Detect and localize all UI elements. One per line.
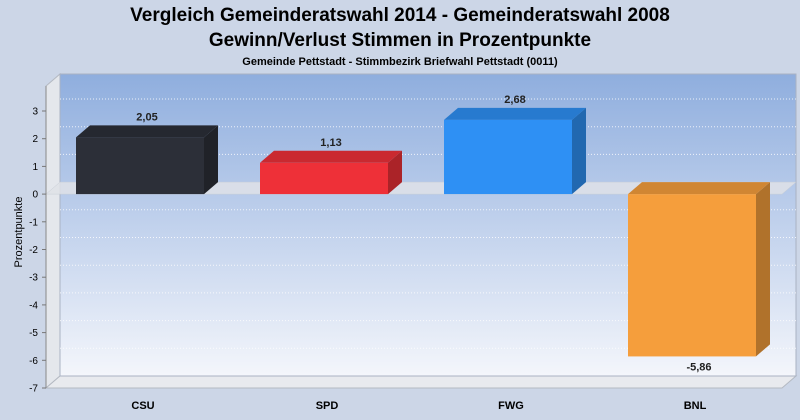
y-tick-label: -4: [29, 300, 38, 311]
title-block: Vergleich Gemeinderatswahl 2014 - Gemein…: [0, 3, 800, 70]
bar-top: [628, 182, 770, 195]
bar-bnl: -5,86: [628, 182, 770, 373]
bar-fwg: 2,68: [444, 94, 586, 195]
chart-subtitle: Gemeinde Pettstadt - Stimmbezirk Briefwa…: [242, 56, 558, 68]
bar-front: [260, 162, 388, 195]
bar-side: [572, 107, 586, 195]
y-tick-label: 1: [32, 162, 38, 173]
y-tick-label: 3: [32, 107, 38, 118]
y-tick-label: -2: [29, 245, 38, 256]
bar-top: [76, 125, 218, 138]
bar-top: [444, 107, 586, 120]
data-label: 2,05: [136, 111, 157, 123]
y-tick-label: -5: [29, 328, 38, 339]
y-tick-label: 0: [32, 190, 38, 201]
y-tick-label: -6: [29, 356, 38, 367]
chart-title: Vergleich Gemeinderatswahl 2014 - Gemein…: [130, 5, 670, 26]
bar-side: [204, 125, 218, 195]
y-tick-label: -3: [29, 273, 38, 284]
bar-spd: 1,13: [260, 137, 402, 195]
plot-floor: [44, 375, 798, 389]
bar-front: [444, 119, 572, 195]
bar-side: [388, 150, 402, 195]
x-tick-label: BNL: [684, 400, 707, 412]
data-label: 1,13: [320, 137, 341, 149]
bar-csu: 2,05: [76, 111, 218, 195]
y-axis-label: Prozentpunkte: [13, 197, 25, 268]
y-tick-label: -1: [29, 217, 38, 228]
data-label: -5,86: [686, 361, 711, 373]
x-tick-label: FWG: [498, 400, 524, 412]
bar-front: [76, 137, 204, 195]
data-label: 2,68: [504, 94, 525, 106]
x-tick-label: CSU: [131, 400, 154, 412]
x-tick-label: SPD: [316, 400, 339, 412]
bar-top: [260, 150, 402, 163]
y-tick-label: 2: [32, 134, 38, 145]
y-tick-label: -7: [29, 384, 38, 395]
plot-side-wall: [45, 72, 61, 390]
bar-side: [756, 182, 770, 357]
chart-title-line2: Gewinn/Verlust Stimmen in Prozentpunkte: [208, 30, 592, 51]
bar-front: [628, 194, 756, 357]
